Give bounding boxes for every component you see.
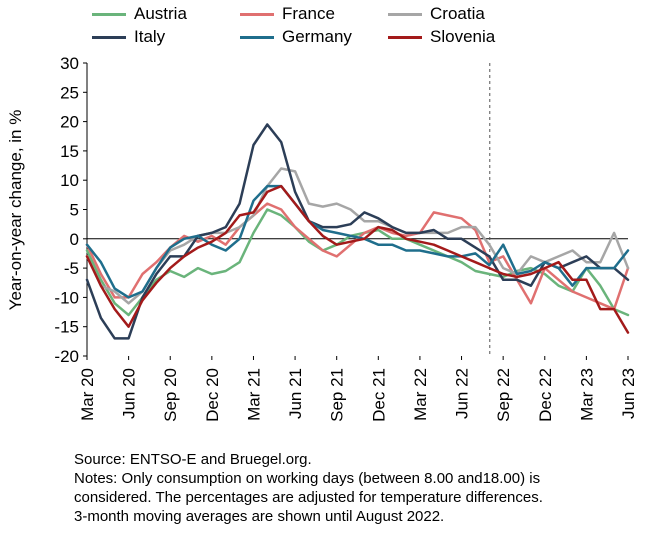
- legend-swatch: [92, 12, 126, 16]
- legend-item-france: France: [240, 4, 335, 24]
- x-tick-label: Jun 23: [619, 368, 638, 419]
- legend-label: Slovenia: [430, 27, 496, 46]
- y-axis-label: Year-on-year change, in %: [6, 110, 25, 311]
- series-lines: [85, 123, 630, 340]
- y-tick-label: 0: [70, 230, 79, 249]
- series-line-croatia: [85, 167, 630, 305]
- series-line-slovenia: [85, 184, 630, 334]
- notes: Source: ENTSO-E and Bruegel.org. Notes: …: [74, 450, 644, 526]
- y-tick-label: 25: [60, 83, 79, 102]
- x-tick-label: Dec 22: [536, 368, 555, 422]
- legend-swatch: [388, 12, 422, 16]
- y-tick-label: 20: [60, 113, 79, 132]
- legend-item-germany: Germany: [240, 27, 352, 47]
- x-tick-label: Mar 23: [577, 368, 596, 421]
- x-tick-label: Mar 20: [78, 368, 97, 421]
- legend-item-italy: Italy: [92, 27, 165, 47]
- x-tick-label: Sep 21: [328, 368, 347, 422]
- y-tick-label: -20: [54, 347, 79, 366]
- legend-swatch: [240, 12, 274, 16]
- y-tick-label: 15: [60, 142, 79, 161]
- notes-line-1: Notes: Only consumption on working days …: [74, 470, 541, 487]
- series-line-germany: [85, 184, 630, 299]
- legend-item-croatia: Croatia: [388, 4, 485, 24]
- y-tick-label: 30: [60, 54, 79, 73]
- legend-label: Germany: [282, 27, 352, 46]
- notes-line-3: 3-month moving averages are shown until …: [74, 508, 445, 525]
- legend-swatch: [92, 35, 126, 39]
- legend-item-austria: Austria: [92, 4, 187, 24]
- y-axis-ticks: 30 25 20 15 10 5 0 -5 -10 -15 -20: [54, 54, 87, 366]
- notes-line-2: considered. The percentages are adjusted…: [74, 489, 543, 506]
- y-tick-label: 10: [60, 171, 79, 190]
- legend-item-slovenia: Slovenia: [388, 27, 495, 47]
- x-tick-label: Sep 22: [494, 368, 513, 422]
- x-tick-label: Dec 20: [203, 368, 222, 422]
- legend-label: Croatia: [430, 4, 485, 23]
- legend-label: Italy: [134, 27, 166, 46]
- series-line-italy: [85, 123, 630, 340]
- x-tick-label: Mar 22: [411, 368, 430, 421]
- x-tick-label: Jun 22: [453, 368, 472, 419]
- x-tick-label: Mar 21: [244, 368, 263, 421]
- x-tick-label: Jun 20: [120, 368, 139, 419]
- legend-swatch: [388, 35, 422, 39]
- x-axis-ticks: Mar 20 Jun 20 Sep 20 Dec 20 Mar 21 Jun 21 Sep …: [78, 356, 638, 422]
- axes: [86, 63, 628, 356]
- y-tick-label: -15: [54, 318, 79, 337]
- legend-label: France: [282, 4, 335, 23]
- x-tick-label: Jun 21: [286, 368, 305, 419]
- x-tick-label: Dec 21: [369, 368, 388, 422]
- legend-label: Austria: [134, 4, 187, 23]
- source-note: Source: ENTSO-E and Bruegel.org.: [74, 451, 312, 468]
- y-tick-label: -10: [54, 288, 79, 307]
- legend-swatch: [240, 35, 274, 39]
- y-tick-label: -5: [64, 259, 79, 278]
- y-tick-label: 5: [70, 201, 79, 220]
- x-tick-label: Sep 20: [161, 368, 180, 422]
